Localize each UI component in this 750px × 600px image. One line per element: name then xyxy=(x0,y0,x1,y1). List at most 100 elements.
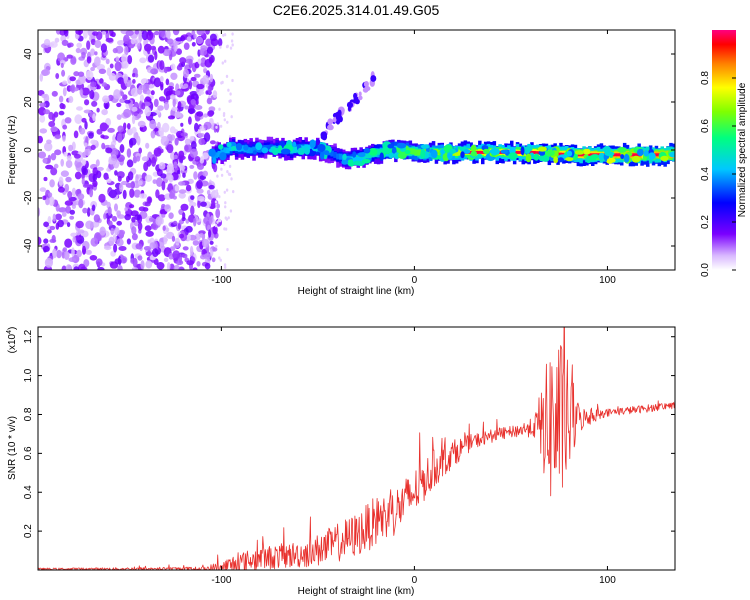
noise-blob xyxy=(38,135,43,144)
noise-blob xyxy=(230,39,234,43)
noise-blob xyxy=(69,76,76,82)
noise-blob xyxy=(155,216,163,226)
x-tick-label: -100 xyxy=(211,575,231,586)
noise-blob xyxy=(202,152,209,159)
noise-blob xyxy=(95,258,103,267)
noise-blob xyxy=(83,259,90,268)
noise-blob xyxy=(207,110,214,117)
noise-blob xyxy=(189,164,195,169)
noise-blob xyxy=(63,251,70,260)
noise-blob xyxy=(149,242,156,250)
noise-blob xyxy=(64,200,73,206)
noise-blob xyxy=(67,42,74,48)
ridge-blob xyxy=(298,147,305,152)
noise-blob xyxy=(197,133,206,138)
noise-blob xyxy=(186,233,191,242)
noise-blob xyxy=(74,114,83,125)
noise-blob xyxy=(159,76,164,83)
ridge-blob xyxy=(252,150,257,155)
noise-blob xyxy=(222,112,226,116)
noise-blob xyxy=(106,178,112,184)
noise-blob xyxy=(39,102,47,108)
noise-blob xyxy=(64,238,73,248)
noise-blob xyxy=(65,159,73,169)
noise-blob xyxy=(110,154,117,162)
noise-blob xyxy=(196,83,205,90)
ridge-blob xyxy=(396,142,407,149)
noise-blob xyxy=(185,184,192,192)
noise-blob xyxy=(44,38,51,46)
noise-blob xyxy=(100,123,110,130)
noise-blob xyxy=(117,265,123,270)
noise-blob xyxy=(129,137,137,146)
noise-blob xyxy=(70,232,78,237)
y-tick-label: -20 xyxy=(23,190,34,205)
noise-blob xyxy=(90,139,97,145)
noise-blob xyxy=(146,196,153,204)
noise-blob xyxy=(153,98,159,108)
noise-blob xyxy=(119,144,125,153)
noise-blob xyxy=(141,156,149,162)
ridge-cell xyxy=(457,149,462,156)
noise-blob xyxy=(189,148,198,158)
noise-blob xyxy=(71,204,76,210)
noise-blob xyxy=(214,200,218,204)
noise-blob xyxy=(81,159,87,166)
noise-blob xyxy=(90,144,96,151)
noise-blob xyxy=(115,56,120,62)
ridge-core xyxy=(630,153,635,157)
ridge-blob xyxy=(500,149,508,154)
noise-blob xyxy=(42,245,50,253)
noise-blob xyxy=(163,257,169,262)
noise-blob xyxy=(85,220,94,230)
noise-blob xyxy=(48,192,53,198)
noise-blob xyxy=(151,224,157,230)
noise-blob xyxy=(43,109,51,115)
ridge-blob xyxy=(357,152,366,158)
noise-blob xyxy=(184,138,191,145)
ridge-cell xyxy=(223,147,227,154)
noise-blob xyxy=(117,125,124,133)
noise-blob xyxy=(111,215,118,222)
noise-blob xyxy=(49,225,56,231)
noise-blob xyxy=(174,137,179,146)
noise-blob xyxy=(109,261,119,269)
noise-blob xyxy=(106,67,112,76)
ridge-core xyxy=(587,153,591,157)
noise-blob xyxy=(122,94,128,100)
noise-blob xyxy=(90,81,97,88)
ridge-blob xyxy=(243,144,249,151)
noise-blob xyxy=(139,193,148,199)
noise-blob xyxy=(70,56,77,65)
frequency-branch xyxy=(315,71,377,146)
noise-blob xyxy=(82,183,90,188)
noise-blob xyxy=(168,212,174,219)
noise-blob xyxy=(105,58,110,65)
noise-blob xyxy=(168,174,174,183)
noise-blob xyxy=(215,125,218,129)
x-tick-label: 0 xyxy=(412,575,418,586)
noise-blob xyxy=(90,48,96,56)
noise-blob xyxy=(222,33,225,37)
noise-blob xyxy=(82,207,88,214)
ridge-core xyxy=(578,153,582,157)
noise-blob xyxy=(120,79,125,87)
noise-blob xyxy=(89,254,98,261)
noise-blob xyxy=(156,177,163,187)
noise-blob xyxy=(48,121,56,128)
noise-blob xyxy=(121,53,128,64)
noise-blob xyxy=(69,215,75,220)
noise-blob xyxy=(168,90,177,97)
noise-blob xyxy=(43,238,49,244)
noise-blob xyxy=(118,246,127,251)
noise-blob xyxy=(194,105,203,110)
ridge-blob xyxy=(617,146,627,153)
snr-ticks: -100 0 100 0.2 0.4 0.6 0.8 1.0 1.2 xyxy=(23,327,675,586)
noise-blob xyxy=(229,209,233,213)
noise-blob xyxy=(73,71,80,77)
noise-blob xyxy=(145,142,150,149)
noise-blob xyxy=(171,235,176,242)
noise-blob xyxy=(52,213,56,222)
noise-blob xyxy=(116,114,122,120)
noise-blob xyxy=(55,213,62,220)
